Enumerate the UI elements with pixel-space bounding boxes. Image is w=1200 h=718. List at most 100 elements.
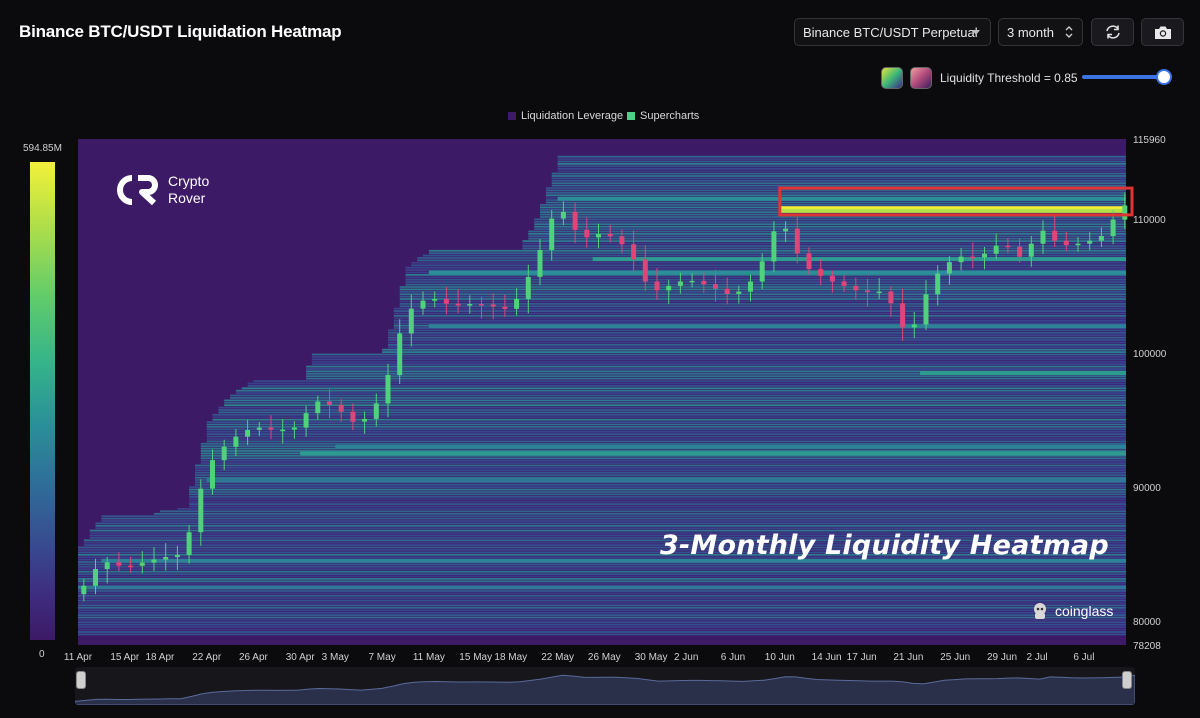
liquidation-band bbox=[534, 228, 1126, 230]
color-scheme-pink-swatch[interactable] bbox=[910, 67, 932, 89]
candle-body bbox=[619, 236, 625, 245]
liquidation-band bbox=[399, 288, 1126, 291]
liquidation-band bbox=[189, 505, 1127, 508]
candle-body bbox=[900, 303, 906, 328]
legend-item-liquidation-leverage[interactable]: Liquidation Leverage bbox=[508, 110, 623, 122]
candle-body bbox=[116, 562, 122, 566]
x-tick-label: 11 May bbox=[413, 652, 445, 663]
liquidation-band bbox=[200, 450, 1127, 452]
liquidation-band bbox=[218, 406, 1126, 409]
x-tick-label: 15 May bbox=[459, 652, 492, 663]
candle-body bbox=[420, 300, 426, 309]
liquidation-band-strong bbox=[428, 270, 1126, 275]
liquidation-band bbox=[78, 573, 1126, 575]
y-tick-label: 80000 bbox=[1133, 617, 1161, 628]
liquidation-band bbox=[206, 438, 1126, 440]
legend-item-supercharts[interactable]: Supercharts bbox=[627, 110, 699, 122]
liquidation-band bbox=[306, 372, 1127, 375]
x-tick-label: 30 May bbox=[635, 652, 668, 663]
coinglass-watermark: coinglass bbox=[1030, 601, 1113, 621]
liquidation-band bbox=[195, 471, 1126, 474]
range-navigator[interactable] bbox=[75, 667, 1135, 705]
navigator-right-handle[interactable] bbox=[1122, 671, 1132, 689]
liquidation-band bbox=[534, 220, 1126, 223]
liquidation-band bbox=[405, 276, 1126, 279]
refresh-button[interactable] bbox=[1091, 18, 1134, 46]
candle-body bbox=[233, 436, 239, 447]
liquidation-band bbox=[557, 155, 1126, 158]
camera-icon bbox=[1154, 26, 1171, 39]
liquidation-band bbox=[78, 568, 1126, 571]
liquidation-band bbox=[78, 614, 1126, 616]
liquidation-band bbox=[78, 606, 1126, 609]
brand-line-2: Rover bbox=[168, 190, 206, 206]
liquidation-band bbox=[306, 375, 1127, 378]
liquidation-band bbox=[399, 286, 1126, 288]
candle-body bbox=[596, 234, 601, 238]
candle-body bbox=[935, 273, 941, 295]
liquidation-band bbox=[405, 266, 1126, 269]
candle-body bbox=[701, 280, 707, 285]
candle-body bbox=[174, 555, 180, 557]
liquidation-band bbox=[78, 590, 1126, 592]
candle-body bbox=[549, 218, 555, 250]
liquidation-band bbox=[393, 310, 1126, 312]
legend-label: Liquidation Leverage bbox=[521, 110, 624, 122]
candle-body bbox=[888, 291, 894, 304]
liquidation-band bbox=[78, 563, 1126, 566]
candle-body bbox=[525, 276, 531, 299]
liquidation-band bbox=[528, 233, 1126, 235]
candle-body bbox=[666, 285, 672, 291]
liquidation-band bbox=[206, 421, 1126, 423]
candle-body bbox=[186, 532, 192, 555]
liquidation-band bbox=[230, 397, 1127, 399]
liquidation-band bbox=[522, 245, 1126, 247]
liquidation-band bbox=[206, 433, 1126, 435]
liquidation-band bbox=[393, 322, 1126, 325]
liquidation-band bbox=[311, 363, 1126, 366]
liquidation-band bbox=[200, 462, 1127, 464]
liquidation-band bbox=[206, 435, 1126, 438]
candle-body bbox=[689, 280, 695, 283]
liquidation-band bbox=[399, 298, 1126, 300]
candle-body bbox=[1052, 230, 1058, 241]
liquidation-band bbox=[393, 315, 1126, 317]
liquidation-band bbox=[393, 312, 1126, 315]
x-axis-ticks: 11 Apr 15 Apr 18 Apr 22 Apr 26 Apr 30 Apr 3 Ma… bbox=[64, 652, 1095, 663]
liquidation-band bbox=[306, 370, 1127, 373]
liquidation-band bbox=[206, 430, 1126, 433]
x-tick-label: 17 Jun bbox=[847, 652, 877, 663]
liquidation-band bbox=[195, 469, 1126, 472]
coinglass-label: coinglass bbox=[1055, 603, 1114, 619]
liquidation-band bbox=[557, 163, 1126, 165]
candle-body bbox=[443, 299, 449, 304]
liquidation-band bbox=[189, 500, 1127, 503]
x-tick-label: 6 Jul bbox=[1073, 652, 1094, 663]
liquidation-band bbox=[78, 580, 1126, 583]
navigator-left-handle[interactable] bbox=[76, 671, 86, 689]
candle-body bbox=[198, 488, 204, 533]
candle-body bbox=[794, 228, 800, 254]
liquidation-band bbox=[78, 556, 1126, 559]
liquidation-band-strong bbox=[335, 444, 1126, 449]
liquidation-band bbox=[551, 179, 1126, 182]
candle-body bbox=[1028, 243, 1034, 257]
candle-body bbox=[455, 303, 461, 306]
screenshot-button[interactable] bbox=[1141, 18, 1184, 46]
candle-body bbox=[268, 427, 274, 430]
liquidation-band bbox=[534, 223, 1126, 226]
liquidation-band bbox=[306, 377, 1127, 380]
liquidation-band bbox=[78, 602, 1126, 604]
candle-body bbox=[748, 281, 753, 292]
threshold-slider-thumb[interactable] bbox=[1155, 69, 1172, 85]
threshold-slider-track[interactable] bbox=[1082, 75, 1168, 79]
range-select[interactable]: 3 month bbox=[998, 18, 1083, 46]
liquidation-band bbox=[522, 240, 1126, 242]
color-scheme-green-swatch[interactable] bbox=[881, 67, 903, 89]
crypto-rover-icon bbox=[117, 175, 158, 206]
liquidation-band bbox=[224, 404, 1126, 407]
exchange-select[interactable]: Binance BTC/USDT Perpetual bbox=[794, 18, 991, 46]
candle-body bbox=[502, 306, 508, 309]
liquidation-band bbox=[388, 344, 1126, 346]
